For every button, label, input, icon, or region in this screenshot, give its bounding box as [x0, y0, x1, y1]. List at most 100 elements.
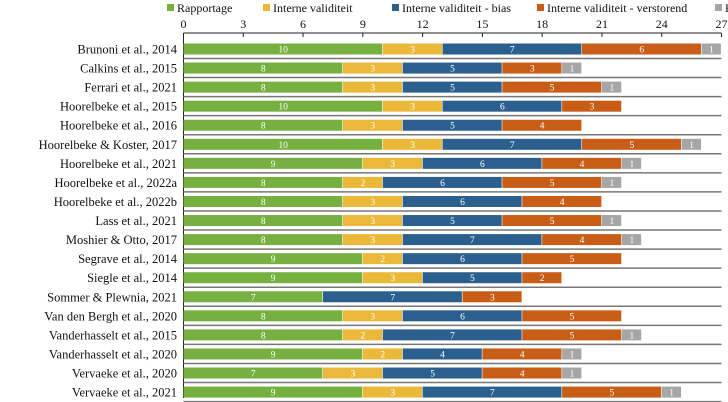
category-label: Vanderhasselt et al., 2015	[49, 328, 177, 342]
data-label: 1	[689, 141, 694, 151]
data-label: 3	[370, 122, 375, 132]
bar-segment	[183, 43, 383, 55]
bar-segment	[522, 253, 622, 265]
legend-swatch	[537, 4, 544, 11]
legend-label: Rapportage	[177, 1, 232, 15]
bar-segment	[322, 291, 462, 303]
data-label: 7	[390, 293, 395, 303]
data-label: 6	[480, 160, 485, 170]
bar-segment	[362, 348, 403, 360]
bar-segment	[183, 329, 343, 341]
category-label: Brunoni et al., 2014	[77, 43, 177, 57]
bar-segment	[502, 215, 602, 227]
data-label: 7	[251, 370, 256, 380]
bar-segment	[183, 310, 343, 322]
bar-row: Ferrari et al., 2021 8 3 5 5 1	[84, 81, 722, 98]
data-label: 1	[629, 160, 634, 170]
bar-row: Hoorelbeke & Koster, 2017 10 3 7 5 1	[39, 138, 722, 155]
data-label: 2	[360, 179, 365, 189]
data-label: 4	[520, 370, 525, 380]
category-label: Moshier & Otto, 2017	[66, 233, 177, 247]
bar-segment	[482, 367, 562, 379]
data-label: 3	[390, 274, 395, 284]
x-tick-label: 15	[476, 17, 488, 31]
bar-segment	[562, 348, 582, 360]
bar-segment	[402, 348, 482, 360]
bar-segment	[502, 62, 562, 74]
data-label: 1	[610, 217, 615, 227]
bar-segment	[701, 43, 721, 55]
bar-segment	[442, 43, 582, 55]
category-label: Hoorelbeke & Koster, 2017	[39, 138, 177, 152]
bar-segment	[402, 119, 502, 131]
data-label: 3	[590, 103, 595, 113]
bar-segment	[183, 386, 363, 398]
x-tick-label: 6	[300, 17, 306, 31]
data-label: 10	[278, 103, 288, 113]
category-label: Vervaeke et al., 2021	[72, 386, 177, 400]
category-label: Lass et al., 2021	[95, 214, 177, 228]
x-tick-label: 3	[240, 17, 246, 31]
bar-segment	[183, 253, 363, 265]
data-label: 2	[380, 255, 385, 265]
bar-segment	[462, 291, 522, 303]
data-label: 3	[370, 198, 375, 208]
data-label: 1	[669, 389, 674, 399]
bar-segment	[681, 138, 701, 150]
bar-segment	[562, 62, 582, 74]
category-label: Hoorelbeke et al., 2022b	[54, 195, 177, 209]
bar-segment	[621, 157, 642, 169]
data-label: 3	[370, 236, 375, 246]
data-label: 1	[709, 46, 714, 56]
bar-segment	[522, 272, 562, 284]
legend-swatch	[167, 4, 174, 11]
data-label: 10	[278, 141, 288, 151]
data-label: 5	[550, 217, 555, 227]
data-label: 8	[261, 65, 266, 75]
x-tick-label: 27	[716, 17, 728, 31]
bar-segment	[562, 386, 662, 398]
bar-segment	[183, 100, 383, 112]
data-label: 2	[540, 274, 545, 284]
bar-segment	[582, 138, 682, 150]
bar-segment	[342, 329, 383, 341]
data-label: 1	[570, 370, 575, 380]
category-label: Hoorelbeke et al., 2016	[60, 119, 177, 133]
bar-segment	[342, 215, 403, 227]
data-label: 6	[460, 255, 465, 265]
category-label: Ferrari et al., 2021	[84, 81, 177, 95]
data-label: 3	[370, 217, 375, 227]
data-label: 5	[450, 122, 455, 132]
data-label: 6	[460, 198, 465, 208]
data-label: 5	[450, 84, 455, 94]
data-label: 9	[271, 350, 276, 360]
bar-segment	[183, 157, 363, 169]
data-label: 5	[570, 255, 575, 265]
bar-row: Brunoni et al., 2014 10 3 7 6 1	[77, 43, 722, 60]
bar-row: Vanderhasselt et al., 2020 9 2 4 4 1	[49, 347, 722, 365]
bar-row: Van den Bergh et al., 2020 8 3 6 5	[44, 309, 722, 327]
data-label: 3	[370, 312, 375, 322]
data-label: 8	[261, 198, 266, 208]
bar-segment	[621, 234, 642, 246]
data-label: 8	[261, 236, 266, 246]
bar-segment	[402, 253, 522, 265]
bar-segment	[382, 43, 442, 55]
legend-label: Power	[725, 1, 728, 15]
data-label: 5	[570, 312, 575, 322]
category-label: Hoorelbeke et al., 2022a	[54, 176, 177, 190]
bar-segment	[183, 119, 343, 131]
data-label: 4	[580, 236, 585, 246]
x-tick-label: 0	[181, 17, 187, 31]
data-label: 6	[639, 46, 644, 56]
data-label: 2	[380, 350, 385, 360]
bar-segment	[502, 81, 602, 93]
bar-segment	[183, 195, 343, 207]
category-label: Vanderhasselt et al., 2020	[49, 347, 177, 361]
legend-swatch	[263, 4, 270, 11]
data-label: 5	[430, 370, 435, 380]
data-label: 3	[410, 103, 415, 113]
bar-segment	[522, 329, 622, 341]
legend-label: Interne validiteit - verstorend	[547, 1, 687, 15]
bar-segment	[482, 348, 562, 360]
